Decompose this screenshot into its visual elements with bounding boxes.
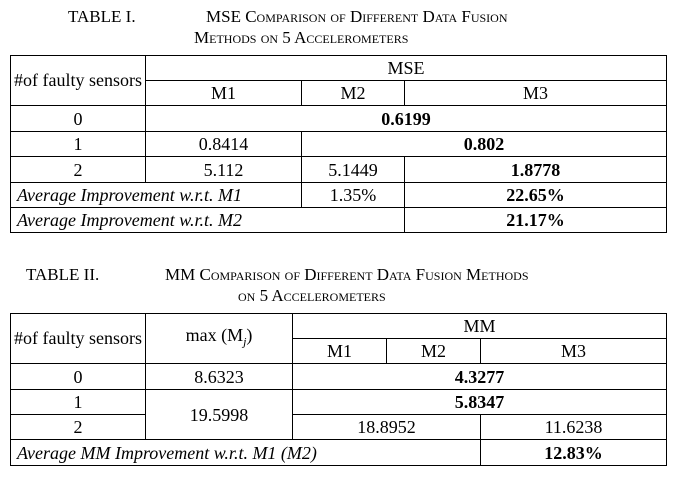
table1-avg1-m3: 22.65% (404, 182, 667, 208)
table2-header-mm: MM (291, 313, 668, 339)
table2-row1-max: 19.5998 (145, 389, 293, 440)
table1-row2-m1: 5.112 (145, 156, 302, 183)
table1-row1-m23: 0.802 (301, 131, 667, 157)
table2-caption-line2: on 5 Accelerometers (238, 286, 386, 305)
table2-header-m2: M2 (386, 338, 481, 364)
table1-header-m1: M1 (145, 80, 302, 106)
table2-row2-m3: 11.6238 (479, 414, 668, 440)
table1-row2-m3: 1.8778 (404, 156, 667, 183)
table1-row0-merged: 0.6199 (145, 105, 667, 132)
table1-avg1-m2: 1.35% (301, 182, 405, 208)
table1-header-faulty: #of faulty sensors (10, 55, 146, 106)
table1-caption-line1: MSE Comparison of Different Data Fusion (206, 7, 508, 26)
table1-caption-line2: Methods on 5 Accelerometers (194, 28, 409, 47)
table1-row2-m2: 5.1449 (301, 156, 405, 183)
table2-header-max: max (Mj) (145, 313, 293, 364)
table1-avg1-label: Average Improvement w.r.t. M1 (10, 182, 302, 208)
table1-row1-m1: 0.8414 (145, 131, 302, 157)
table1-row1-faulty: 1 (10, 131, 146, 157)
table1-caption-label: TABLE I. (68, 7, 136, 26)
table2: #of faulty sensors max (Mj) MM M1 M2 M3 … (10, 313, 668, 466)
table2-row2-faulty: 2 (10, 414, 146, 440)
table2-header-faulty: #of faulty sensors (10, 313, 146, 364)
table2-header-m1: M1 (292, 338, 387, 364)
table2-row2-m12: 18.8952 (292, 414, 481, 440)
table2-header-max-close: ) (246, 325, 253, 346)
table1-header-m3: M3 (404, 80, 667, 106)
table1-avg2-m3: 21.17% (404, 207, 667, 233)
table2-caption-label: TABLE II. (26, 265, 100, 284)
table1-row0-faulty: 0 (10, 105, 146, 132)
table2-row0-faulty: 0 (10, 363, 146, 390)
table1: #of faulty sensors MSE M1 M2 M3 0 0.6199… (10, 55, 667, 233)
table2-row1-faulty: 1 (10, 389, 146, 415)
table2-avg-label: Average MM Improvement w.r.t. M1 (M2) (10, 439, 481, 466)
table2-header-max-text: max (M (185, 325, 244, 346)
table2-header-m3: M3 (479, 338, 668, 364)
table2-row0-max: 8.6323 (145, 363, 293, 390)
table2-caption-line1: MM Comparison of Different Data Fusion M… (165, 265, 529, 284)
table2-header-max-sub: j (243, 334, 247, 349)
table2-row1-merged: 5.8347 (291, 389, 668, 415)
table1-header-m2: M2 (301, 80, 405, 106)
table1-avg2-label: Average Improvement w.r.t. M2 (10, 207, 405, 233)
table1-header-mse: MSE (145, 55, 667, 81)
table2-avg-m3: 12.83% (479, 439, 668, 466)
table2-row0-merged: 4.3277 (291, 363, 668, 390)
table1-row2-faulty: 2 (10, 156, 146, 183)
